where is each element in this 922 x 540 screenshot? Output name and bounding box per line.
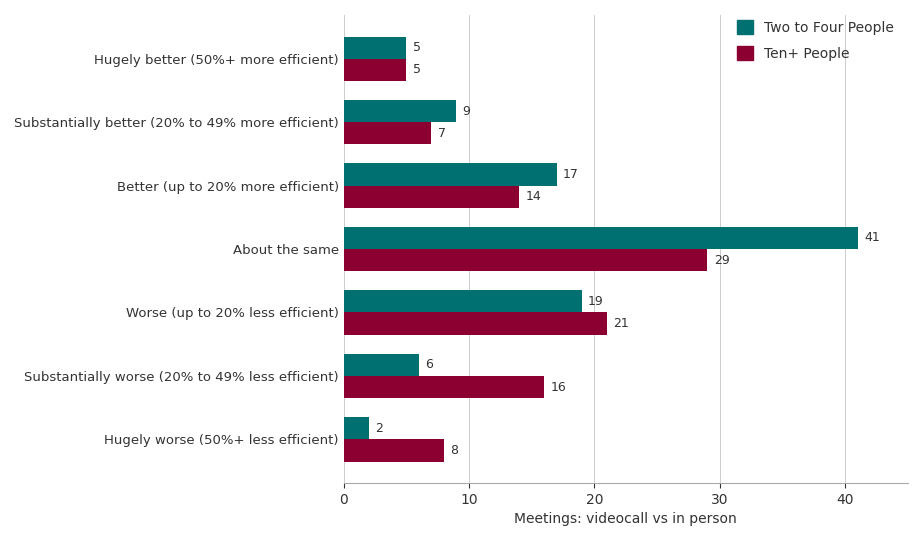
Bar	[344, 37, 407, 59]
Text: 21: 21	[613, 317, 629, 330]
Text: 19: 19	[588, 295, 604, 308]
Bar	[344, 227, 858, 249]
Text: 2: 2	[375, 422, 383, 435]
Bar	[344, 249, 707, 271]
Text: 14: 14	[526, 190, 541, 203]
Text: 5: 5	[412, 63, 420, 76]
Bar	[344, 313, 607, 335]
Bar	[344, 100, 456, 122]
Bar	[344, 354, 419, 376]
Text: 9: 9	[463, 105, 470, 118]
Text: 7: 7	[438, 127, 445, 140]
Bar	[344, 122, 431, 144]
Legend: Two to Four People, Ten+ People: Two to Four People, Ten+ People	[729, 13, 901, 68]
Bar	[344, 440, 443, 462]
Text: 29: 29	[714, 254, 729, 267]
Bar	[344, 376, 544, 398]
Bar	[344, 164, 557, 186]
X-axis label: Meetings: videocall vs in person: Meetings: videocall vs in person	[514, 512, 738, 526]
Text: 8: 8	[450, 444, 458, 457]
Text: 6: 6	[425, 359, 433, 372]
Text: 16: 16	[550, 381, 566, 394]
Bar	[344, 59, 407, 81]
Bar	[344, 417, 369, 440]
Text: 5: 5	[412, 41, 420, 54]
Bar	[344, 186, 519, 208]
Bar	[344, 291, 582, 313]
Text: 17: 17	[563, 168, 579, 181]
Text: 41: 41	[864, 232, 880, 245]
